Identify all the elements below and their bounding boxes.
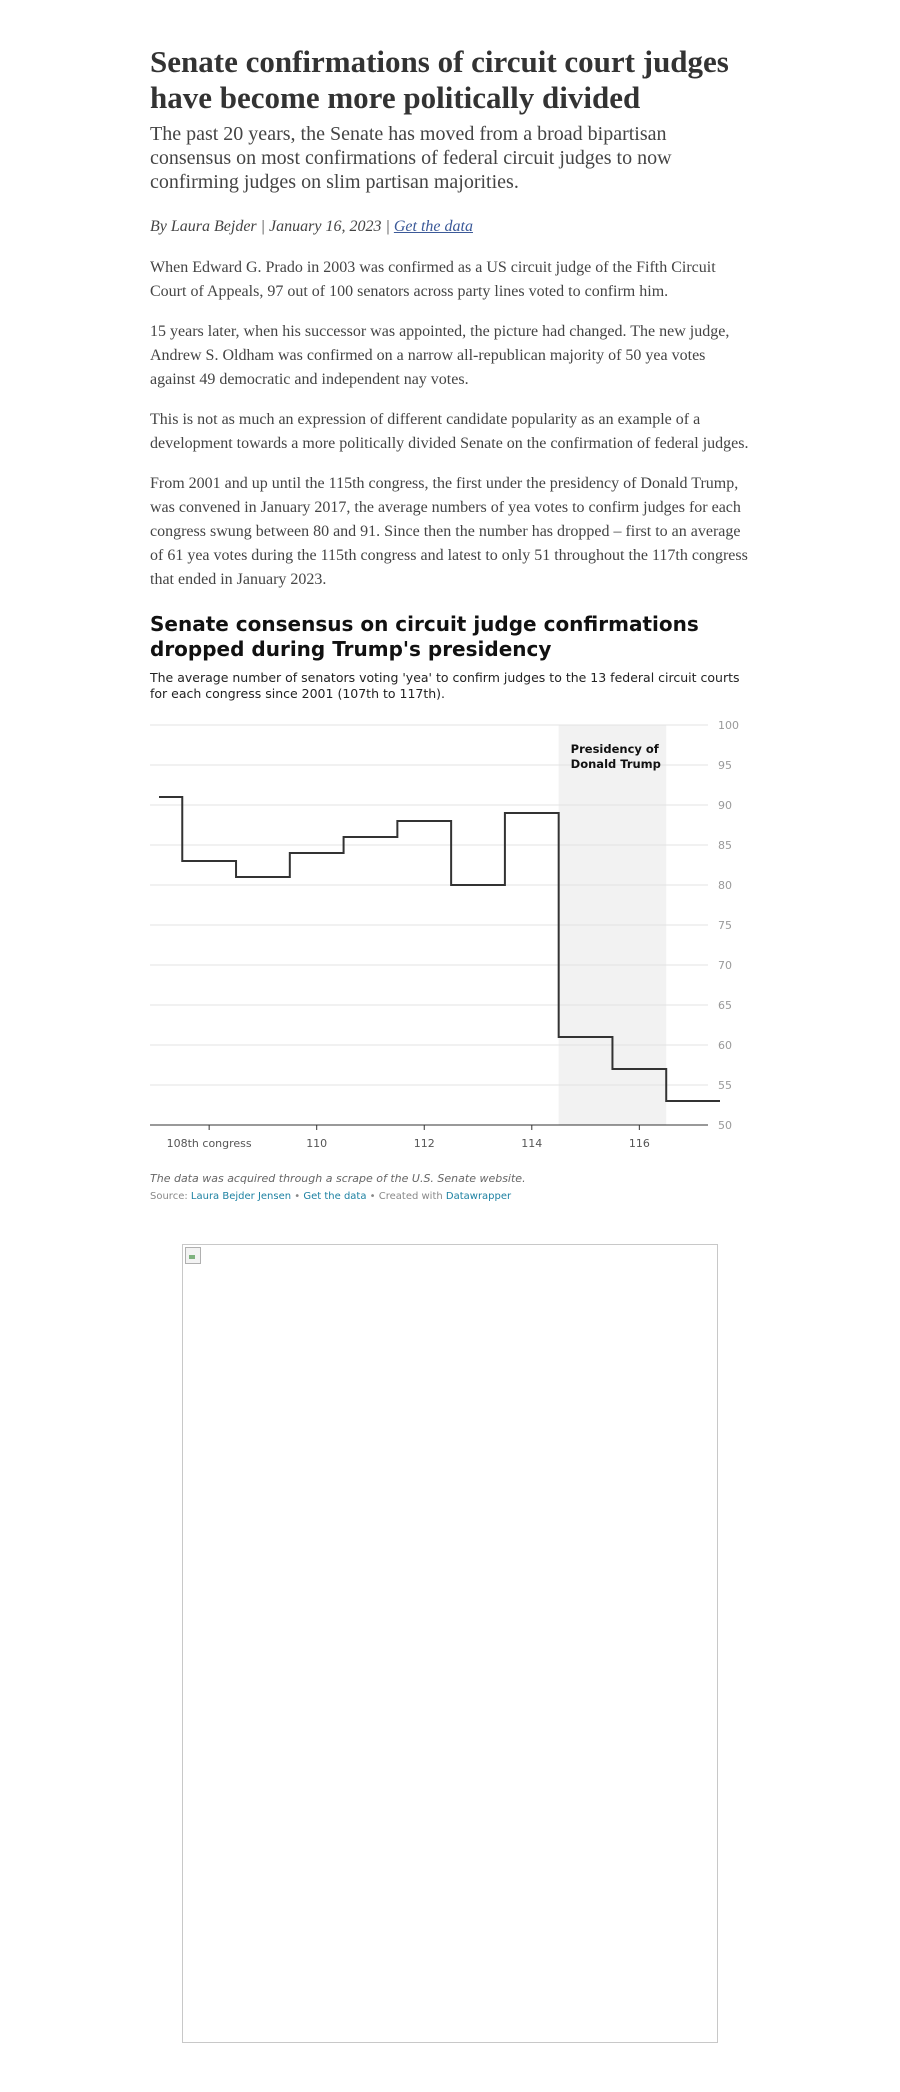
highlight-label-line2: Donald Trump xyxy=(571,757,661,771)
x-tick-label: 112 xyxy=(414,1137,435,1150)
byline-text: By Laura Bejder | January 16, 2023 | xyxy=(150,218,394,235)
chart-description: The average number of senators voting 'y… xyxy=(150,670,740,701)
get-the-data-link[interactable]: Get the data xyxy=(393,218,473,235)
y-tick-label: 70 xyxy=(718,959,732,972)
y-tick-label: 55 xyxy=(718,1079,732,1092)
x-tick-label: 110 xyxy=(306,1137,327,1150)
highlight-label-line1: Presidency of xyxy=(571,742,660,756)
yea-votes-step-line xyxy=(159,796,720,1102)
x-tick-label: 116 xyxy=(629,1137,650,1150)
y-tick-label: 80 xyxy=(718,879,732,892)
broken-image-frame xyxy=(182,1244,718,2043)
chart-title: Senate consensus on circuit judge confir… xyxy=(150,612,699,661)
y-tick-label: 75 xyxy=(718,919,732,932)
headline: Senate confirmations of circuit court ju… xyxy=(150,44,729,115)
y-tick-label: 60 xyxy=(718,1039,732,1052)
paragraph-1: When Edward G. Prado in 2003 was confirm… xyxy=(150,259,716,300)
datawrapper-link[interactable]: Datawrapper xyxy=(445,1191,512,1202)
y-tick-label: 50 xyxy=(718,1119,732,1132)
broken-image-icon xyxy=(185,1247,201,1264)
x-tick-label: 114 xyxy=(521,1137,542,1150)
article: Senate confirmations of circuit court ju… xyxy=(150,44,750,592)
y-tick-label: 90 xyxy=(718,799,732,812)
paragraph-2: 15 years later, when his successor was a… xyxy=(150,323,730,388)
paragraph-3: This is not as much an expression of dif… xyxy=(150,411,749,452)
y-tick-label: 100 xyxy=(718,719,739,732)
x-tick-label: 108th congress xyxy=(167,1137,252,1150)
chart-header: Senate consensus on circuit judge confir… xyxy=(150,612,750,702)
source-separator: • xyxy=(291,1191,304,1202)
byline: By Laura Bejder | January 16, 2023 | Get… xyxy=(150,218,750,236)
created-with-text: • Created with xyxy=(366,1191,446,1202)
data-note: The data was acquired through a scrape o… xyxy=(150,1172,526,1185)
source-prefix: Source: xyxy=(150,1191,191,1202)
source-get-data-link[interactable]: Get the data xyxy=(303,1191,367,1202)
source-author-link[interactable]: Laura Bejder Jensen xyxy=(190,1191,292,1202)
source-line: Source: Laura Bejder Jensen • Get the da… xyxy=(150,1191,750,1202)
dek: The past 20 years, the Senate has moved … xyxy=(150,123,672,193)
paragraph-4: From 2001 and up until the 115th congres… xyxy=(150,475,748,588)
y-tick-label: 95 xyxy=(718,759,732,772)
chart-notes: The data was acquired through a scrape o… xyxy=(150,1172,750,1202)
step-line-chart: 100 95 90 85 80 75 70 65 60 55 50 108th congress 110… xyxy=(150,719,739,1150)
y-tick-label: 65 xyxy=(718,999,732,1012)
y-tick-label: 85 xyxy=(718,839,732,852)
